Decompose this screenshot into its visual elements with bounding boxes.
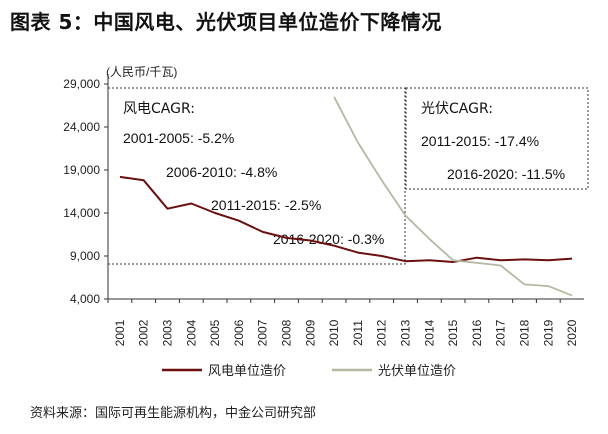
solar-cagr-line: 2011-2015: -17.4% [421, 133, 539, 149]
y-tick-label: 24,000 [63, 120, 100, 134]
x-tick-label: 2017 [494, 319, 508, 346]
y-tick-label: 9,000 [70, 249, 100, 263]
wind-cagr-line: 2001-2005: -5.2% [123, 130, 234, 146]
x-tick-label: 2015 [446, 319, 460, 346]
wind-cagr-line: 2016-2020: -0.3% [273, 231, 384, 247]
x-tick-label: 2010 [327, 319, 341, 346]
x-tick-label: 2008 [280, 319, 294, 346]
x-tick-label: 2004 [184, 319, 198, 346]
x-tick-label: 2011 [351, 320, 365, 346]
y-tick-label: 19,000 [63, 163, 100, 177]
legend-wind-label: 风电单位造价 [208, 364, 286, 379]
wind-cagr-line: 2011-2015: -2.5% [211, 197, 321, 213]
wind-cagr-line: 2006-2010: -4.8% [166, 164, 277, 180]
x-tick-label: 2001 [113, 319, 127, 346]
x-tick-label: 2005 [208, 319, 222, 346]
wind-cagr-title: 风电CAGR: [123, 101, 195, 117]
y-tick-label: 29,000 [63, 77, 100, 91]
solar-cost-line [333, 96, 573, 297]
solar-cagr-box [405, 87, 589, 190]
solar-cagr-line: 2016-2020: -11.5% [447, 166, 565, 182]
x-tick-label: 2014 [422, 319, 436, 346]
x-tick-label: 2019 [541, 319, 555, 346]
wind-cost-line [119, 175, 573, 263]
x-tick-label: 2006 [232, 319, 246, 346]
y-tick-label: 4,000 [70, 292, 100, 306]
x-tick-label: 2009 [303, 319, 317, 346]
x-tick-label: 2020 [565, 319, 579, 346]
x-tick-label: 2003 [161, 319, 175, 346]
x-tick-label: 2016 [470, 319, 484, 346]
x-tick-label: 2018 [518, 319, 532, 346]
x-tick-label: 2012 [375, 319, 389, 346]
solar-cagr-title: 光伏CAGR: [421, 101, 493, 117]
legend-solar-label: 光伏单位造价 [378, 364, 456, 379]
x-tick-label: 2002 [137, 319, 151, 346]
page-title: 图表 5：中国风电、光伏项目单位造价下降情况 [10, 10, 442, 34]
source-note: 资料来源：国际可再生能源机构，中金公司研究部 [30, 406, 317, 421]
y-tick-label: 14,000 [63, 206, 100, 220]
x-tick-label: 2007 [256, 319, 270, 346]
y-axis-label: (人民币/千瓦) [106, 65, 177, 79]
x-tick-label: 2013 [399, 319, 413, 346]
